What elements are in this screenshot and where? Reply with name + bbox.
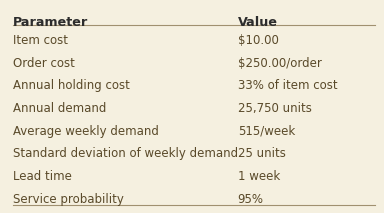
Text: Standard deviation of weekly demand: Standard deviation of weekly demand <box>13 147 238 160</box>
Text: Value: Value <box>238 16 278 29</box>
Text: Order cost: Order cost <box>13 57 75 70</box>
Text: $250.00/order: $250.00/order <box>238 57 322 70</box>
Text: $10.00: $10.00 <box>238 34 279 47</box>
Text: 515/week: 515/week <box>238 125 295 138</box>
Text: Annual holding cost: Annual holding cost <box>13 79 130 92</box>
Text: Average weekly demand: Average weekly demand <box>13 125 159 138</box>
Text: 1 week: 1 week <box>238 170 280 183</box>
Text: Parameter: Parameter <box>13 16 88 29</box>
Text: 25 units: 25 units <box>238 147 286 160</box>
Text: 95%: 95% <box>238 193 264 206</box>
Text: Item cost: Item cost <box>13 34 68 47</box>
Text: Lead time: Lead time <box>13 170 72 183</box>
Text: Service probability: Service probability <box>13 193 124 206</box>
Text: 33% of item cost: 33% of item cost <box>238 79 338 92</box>
Text: 25,750 units: 25,750 units <box>238 102 312 115</box>
Text: Annual demand: Annual demand <box>13 102 106 115</box>
